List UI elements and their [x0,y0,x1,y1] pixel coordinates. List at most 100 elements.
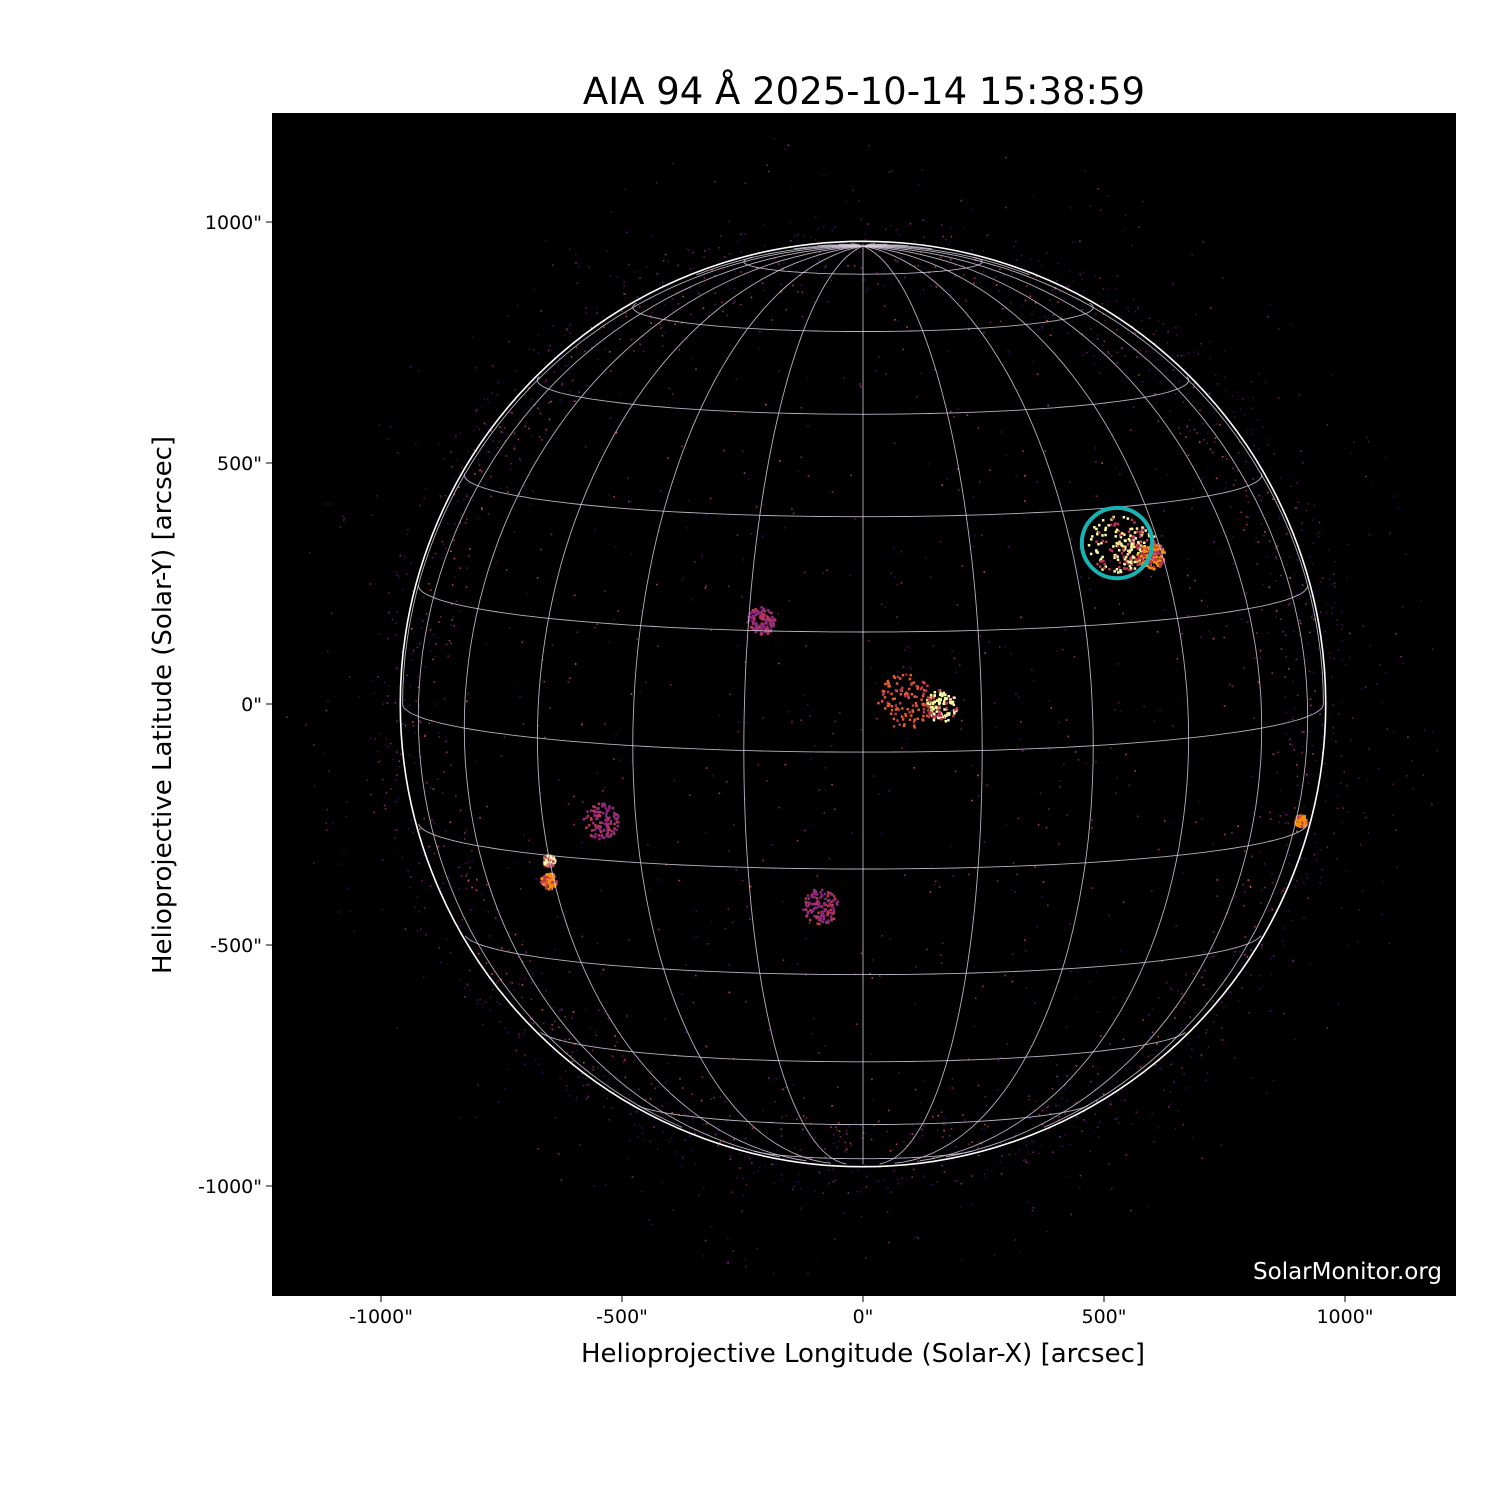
active-region-pixel [890,705,893,708]
emission-speckle [851,832,853,834]
emission-speckle [508,949,510,952]
emission-speckle [1066,814,1069,817]
emission-speckle [437,524,440,526]
emission-speckle [575,1099,577,1101]
emission-speckle [1196,432,1199,434]
emission-speckle [739,1152,741,1155]
emission-speckle [773,1163,775,1166]
emission-speckle [451,618,453,621]
emission-speckle [1042,881,1045,883]
active-region-pixel [593,805,597,809]
emission-speckle [528,427,530,430]
emission-speckle [782,1157,785,1160]
active-region-pixel [922,702,926,706]
emission-speckle [1117,702,1120,704]
emission-speckle [809,823,811,826]
emission-speckle [993,702,996,704]
emission-speckle [1327,602,1329,605]
emission-speckle [501,431,504,434]
active-region-pixel [546,875,550,879]
emission-speckle [328,770,330,773]
emission-speckle [611,1055,614,1058]
active-region-pixel [926,702,929,705]
active-region-pixel [895,682,899,685]
emission-speckle [417,370,420,372]
emission-speckle [651,235,654,237]
emission-speckle [736,534,739,537]
emission-speckle [503,736,506,738]
emission-speckle [581,935,584,938]
emission-speckle [1244,954,1246,956]
active-region-pixel [1137,563,1141,566]
emission-speckle [943,1117,945,1120]
emission-speckle [1271,1079,1274,1082]
active-region-pixel [555,880,558,883]
active-region-pixel [941,715,944,718]
emission-speckle [604,723,606,726]
emission-speckle [595,342,597,345]
emission-speckle [1206,988,1208,990]
emission-speckle [487,401,490,404]
emission-speckle [987,1125,989,1128]
emission-speckle [481,507,483,509]
emission-speckle [459,809,462,812]
emission-speckle [544,432,547,435]
emission-speckle [566,1089,568,1091]
emission-speckle [1245,971,1247,973]
active-region-pixel [1155,546,1159,550]
emission-speckle [1211,451,1214,454]
active-region-pixel [582,818,585,821]
emission-speckle [852,189,854,192]
emission-speckle [826,275,829,277]
active-region-pixel [1138,530,1142,534]
emission-speckle [734,270,736,273]
active-region-pixel [1118,549,1121,552]
active-region-pixel [1117,529,1121,533]
emission-speckle [446,963,449,965]
emission-speckle [1194,579,1196,582]
emission-speckle [382,778,384,781]
active-region-pixel [615,813,618,816]
emission-speckle [596,623,599,625]
emission-speckle [796,1118,798,1120]
emission-speckle [1431,803,1433,806]
emission-speckle [728,253,731,255]
emission-speckle [1151,1112,1153,1115]
active-region-pixel [753,622,757,626]
emission-speckle [834,720,836,723]
emission-speckle [1157,420,1160,423]
emission-speckle [1105,428,1108,430]
emission-speckle [705,513,708,516]
active-region-pixel [1113,570,1116,573]
active-region-pixel [1126,562,1129,565]
emission-speckle [661,1105,664,1107]
emission-speckle [1245,495,1248,497]
active-region-pixel [810,911,813,914]
emission-speckle [1047,404,1049,407]
emission-speckle [1053,1119,1055,1121]
emission-speckle [564,1016,566,1018]
active-region-pixel [922,711,926,714]
emission-speckle [1230,506,1233,509]
emission-speckle [623,292,625,295]
emission-speckle [884,606,886,609]
emission-speckle [694,1163,697,1165]
emission-speckle [686,247,688,250]
emission-speckle [1064,928,1067,931]
emission-speckle [1202,984,1205,986]
emission-speckle [1285,634,1287,636]
emission-speckle [585,307,587,310]
emission-speckle [1036,373,1039,375]
emission-speckle [896,583,899,586]
active-region-pixel [883,696,887,699]
emission-speckle [450,603,453,605]
emission-speckle [1276,558,1278,561]
active-region-pixel [1125,555,1128,559]
emission-speckle [1243,529,1245,531]
emission-speckle [1282,630,1285,633]
emission-speckle [810,1122,812,1125]
active-region-pixel [756,610,759,613]
active-region-pixel [589,809,593,812]
active-region-pixel [1107,524,1110,527]
emission-speckle [875,271,878,274]
